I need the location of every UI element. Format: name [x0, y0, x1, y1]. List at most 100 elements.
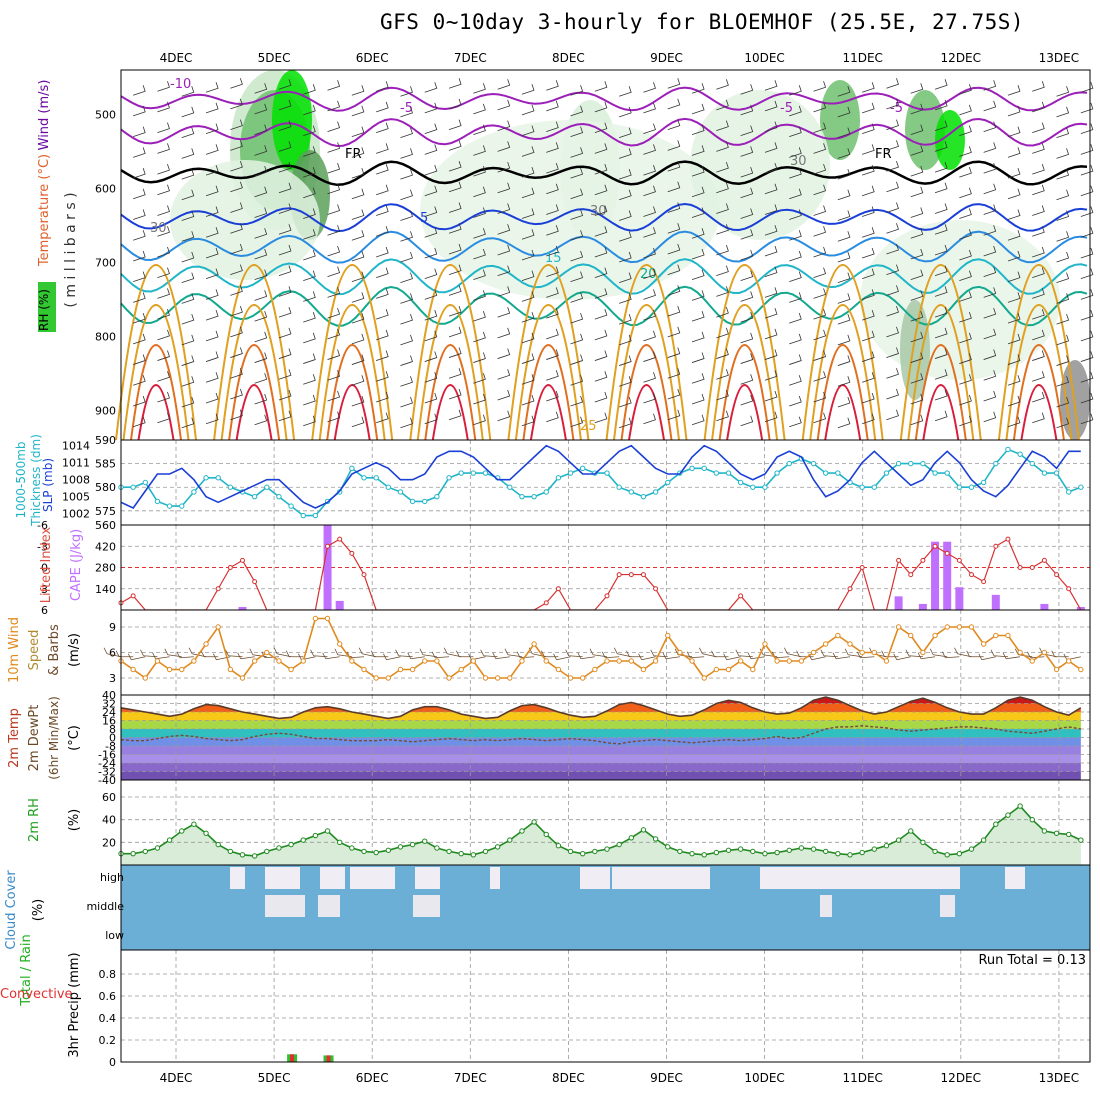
thickness-line-point: [409, 498, 416, 505]
wind-barb: [570, 271, 584, 283]
lifted-index-point: [920, 557, 926, 563]
wind-barb-10m: [686, 651, 705, 659]
wind-barb: [740, 394, 754, 406]
contour-label: FR: [875, 147, 892, 162]
rh-line-point: [519, 828, 525, 834]
wind-speed-line-point: [385, 675, 391, 681]
pressure-tick: 800: [95, 330, 116, 343]
wind-barb: [497, 203, 511, 214]
date-label-top: 7DEC: [454, 51, 487, 65]
wind-speed-line-point: [993, 632, 999, 639]
wind-barb: [303, 311, 316, 323]
ylabel-precip: 3hr Precip (mm): [67, 952, 82, 1057]
date-label-top: 11DEC: [842, 51, 882, 65]
wind-barb-10m: [711, 650, 729, 658]
wind-barb: [667, 264, 681, 276]
wind-barb: [1007, 126, 1021, 138]
wind-barb: [934, 120, 948, 132]
wind-barb: [230, 347, 243, 358]
isotherm-warm-arch: [514, 304, 582, 441]
wind-barb: [181, 148, 195, 159]
wind-barb: [934, 369, 948, 380]
wind-barb: [521, 146, 535, 157]
thickness-line-point: [458, 470, 464, 476]
thickness-line-point: [1017, 451, 1023, 457]
wind-barb: [351, 375, 365, 386]
wind-barb: [643, 123, 656, 135]
wind-barb: [473, 352, 486, 363]
wind-barb: [278, 79, 292, 90]
thickness-line-point: [604, 470, 610, 476]
lifted-index-point: [1005, 536, 1011, 542]
wind-barb: [1032, 329, 1045, 341]
wind-barb: [473, 145, 486, 156]
wind-barb: [546, 370, 559, 381]
isotherm-warm-arch: [922, 384, 960, 441]
rh-line-point: [251, 853, 258, 859]
wind-barb: [546, 390, 559, 402]
wind-barb: [983, 411, 997, 423]
wind-speed-line-point: [434, 658, 440, 664]
wind-barb: [959, 84, 972, 95]
precip-panel: [121, 950, 1090, 1062]
wind-barb: [351, 147, 365, 158]
wind-barb: [473, 373, 486, 384]
wind-barb: [181, 376, 195, 387]
wind-barb-10m: [395, 649, 413, 658]
thickness-line-point: [1078, 484, 1084, 490]
wind-barb: [764, 100, 778, 112]
wind-barb: [546, 411, 559, 423]
wind-speed-line-point: [422, 658, 428, 664]
wind-speed-line-point: [713, 666, 720, 673]
wind-barb: [521, 353, 535, 364]
wind-barb: [205, 413, 219, 425]
thickness-tick: 590: [95, 434, 116, 447]
lifted-index-point: [847, 586, 853, 592]
rh-line-point: [543, 831, 549, 838]
wind-barb: [691, 352, 705, 363]
thickness-line-point: [616, 484, 622, 490]
isotherm-warm-arch: [115, 264, 197, 441]
temp-tick: -40: [98, 774, 116, 787]
rh-line-point: [373, 849, 379, 856]
wind-barb: [1056, 127, 1070, 139]
wind-barb: [133, 416, 146, 428]
lifted-index-point: [555, 586, 561, 592]
wind-speed-line-point: [786, 658, 792, 664]
wind-barb: [497, 224, 511, 235]
wind-barb: [278, 99, 292, 111]
slp-tick: 1014: [62, 440, 90, 453]
rh-line-point: [604, 846, 610, 852]
wind-speed-line-point: [458, 666, 464, 673]
date-label-bottom: 10DEC: [744, 1071, 784, 1085]
wind-barb: [497, 182, 511, 194]
temp-tick: 0: [109, 732, 116, 745]
wind-barb: [934, 203, 948, 214]
wind-speed-line-point: [215, 624, 221, 630]
wind-barb: [230, 305, 243, 317]
temp-band: [121, 712, 1081, 721]
isotherm-warm-arch: [416, 304, 484, 441]
wind-barb: [643, 206, 656, 217]
lifted-index-tick: -6: [37, 519, 48, 532]
isotherm-warm-arch: [1005, 304, 1073, 441]
wind-barb: [716, 120, 729, 132]
isotherm-warm-arch: [613, 304, 680, 441]
thickness-line-point: [1029, 460, 1035, 467]
wind-barb: [400, 396, 413, 408]
isotherm-warm-arch: [726, 384, 764, 441]
cape-tick: 560: [95, 519, 116, 532]
wind-barb: [837, 355, 851, 366]
wind-barb: [1056, 86, 1070, 97]
thickness-line-point: [203, 475, 209, 481]
thickness-line-point: [312, 512, 319, 519]
wind-barb: [983, 162, 997, 174]
rh-line-point: [227, 848, 234, 855]
wind-barb-10m: [735, 649, 753, 658]
wind-speed-line-point: [519, 658, 525, 664]
rh-line-point: [580, 850, 586, 857]
wind-barb: [764, 245, 778, 257]
wind-barb: [278, 203, 292, 214]
wind-barb: [910, 373, 924, 384]
temp-band: [121, 771, 1081, 780]
